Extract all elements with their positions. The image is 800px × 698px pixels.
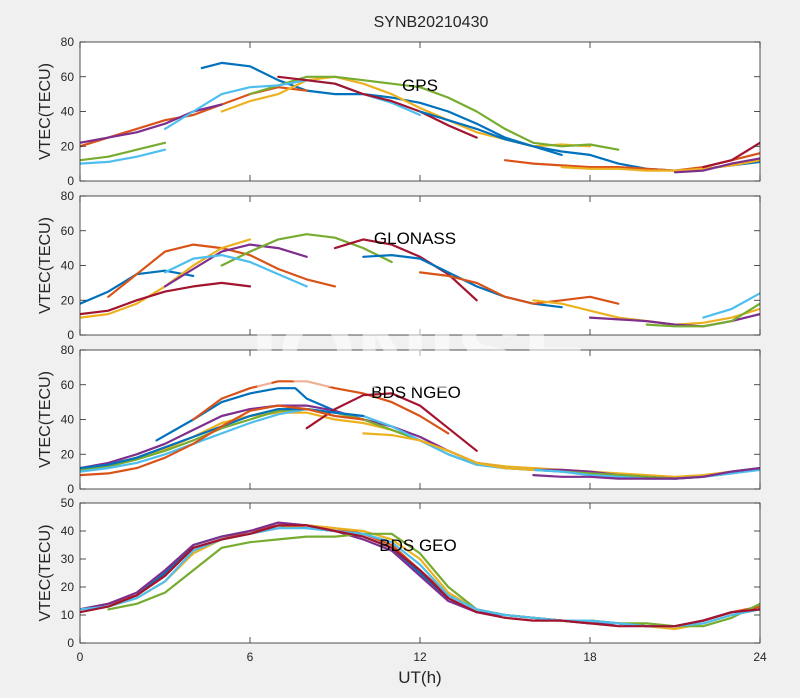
panel-label: GLONASS — [374, 229, 456, 248]
ytick-label: 80 — [61, 189, 75, 203]
ytick-label: 20 — [61, 580, 75, 594]
panel-bds-geo: 0 10 20 30 40 50 0 6 12 18 24 VTEC(TECU) BDS GEO UT(h… — [37, 496, 767, 687]
panel-gps: 0 20 40 60 80 VTEC(TECU) GPS — [37, 35, 761, 188]
ytick-label: 40 — [61, 105, 75, 119]
xtick-label: 24 — [753, 650, 767, 664]
y-axis-label: VTEC(TECU) — [37, 63, 54, 160]
series-line-2 — [192, 380, 450, 435]
panel-label: BDS GEO — [379, 536, 456, 555]
figure-title: SYNB20210430 — [374, 14, 489, 31]
series-line-6 — [163, 254, 308, 288]
xtick-label: 6 — [247, 650, 254, 664]
ytick-label: 60 — [61, 378, 75, 392]
series-line-5 — [220, 233, 393, 267]
series-line-11 — [532, 467, 760, 480]
ytick-label: 20 — [61, 447, 75, 461]
series-line-1 — [200, 61, 563, 156]
y-axis-label: VTEC(TECU) — [37, 217, 54, 314]
panel-glonass: 0 20 40 60 80 VTEC(TECU) GLONASS — [37, 189, 761, 342]
ytick-label: 50 — [61, 496, 75, 510]
ytick-label: 60 — [61, 224, 75, 238]
series-line-10 — [362, 432, 535, 471]
series-line-14 — [702, 141, 760, 169]
series-line-9 — [80, 404, 365, 477]
series-line-7 — [277, 75, 478, 139]
ytick-label: 0 — [67, 636, 74, 650]
series-line-5 — [248, 75, 620, 151]
series-line-12 — [645, 302, 760, 328]
ytick-label: 40 — [61, 259, 75, 273]
series-group — [80, 61, 760, 174]
xtick-label: 12 — [413, 650, 427, 664]
xtick-label: 0 — [77, 650, 84, 664]
ytick-label: 80 — [61, 35, 75, 49]
ytick-label: 10 — [61, 608, 75, 622]
ytick-label: 40 — [61, 413, 75, 427]
series-group — [80, 233, 760, 328]
series-line-7 — [305, 392, 478, 452]
series-line-13 — [702, 292, 760, 319]
series-line-9 — [418, 271, 620, 305]
series-line-2 — [80, 86, 308, 148]
watermark: IONISE — [251, 298, 590, 410]
ytick-label: 0 — [67, 174, 74, 188]
ytick-label: 80 — [61, 343, 75, 357]
xtick-label: 18 — [583, 650, 597, 664]
x-axis-label: UT(h) — [398, 668, 441, 687]
panel-bds-ngeo: 0 20 40 60 80 VTEC(TECU) BDS NGEO — [37, 343, 761, 496]
series-line-4 — [80, 103, 223, 144]
ytick-label: 20 — [61, 293, 75, 307]
ytick-label: 30 — [61, 552, 75, 566]
y-axis-label: VTEC(TECU) — [37, 525, 54, 622]
series-line-14 — [80, 281, 252, 316]
ytick-label: 0 — [67, 328, 74, 342]
series-line-12 — [80, 141, 167, 162]
series-line-5 — [107, 532, 760, 628]
series-line-13 — [80, 148, 167, 165]
ytick-label: 40 — [61, 524, 75, 538]
y-axis-label: VTEC(TECU) — [37, 371, 54, 468]
ytick-label: 0 — [67, 482, 74, 496]
series-group — [80, 380, 760, 480]
panel-label: BDS NGEO — [371, 383, 461, 402]
series-line-7 — [80, 524, 760, 628]
panel-label: GPS — [402, 76, 438, 95]
series-line-11 — [673, 157, 760, 174]
series-line-7 — [333, 238, 478, 302]
series-line-4 — [163, 243, 308, 288]
ytick-label: 20 — [61, 139, 75, 153]
series-group — [80, 521, 760, 631]
series-line-10 — [560, 159, 760, 172]
ytick-label: 60 — [61, 70, 75, 84]
